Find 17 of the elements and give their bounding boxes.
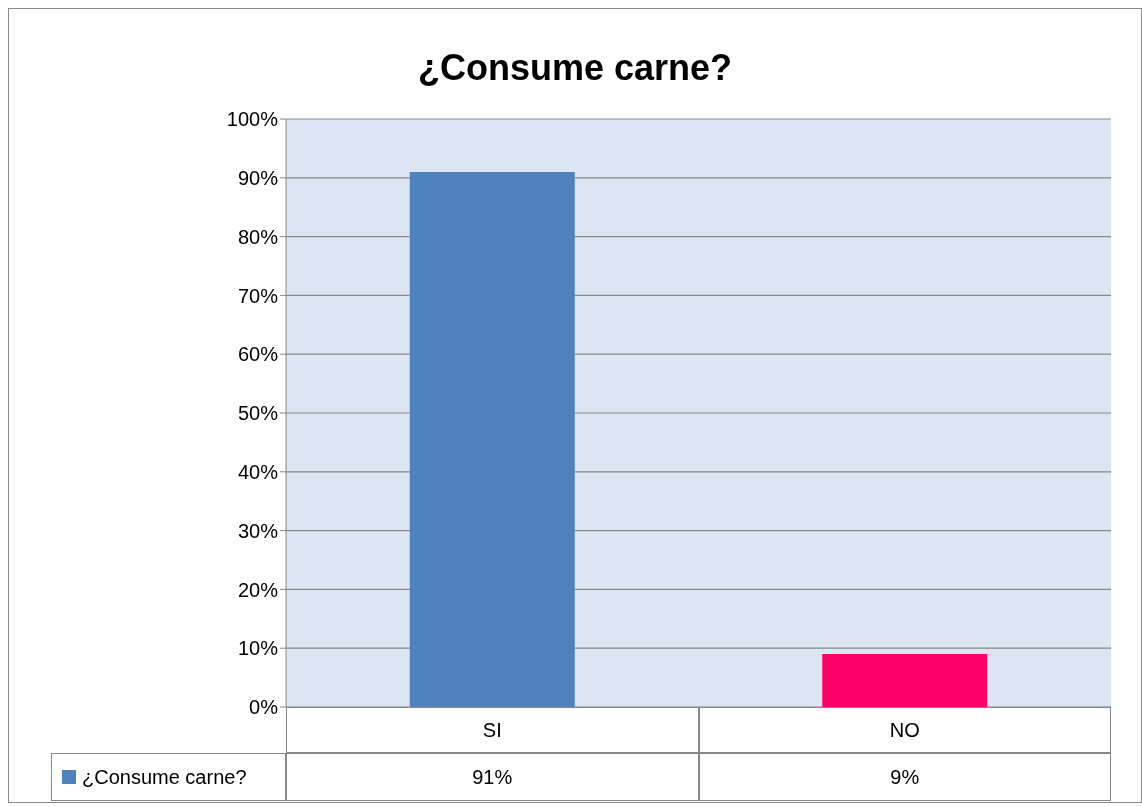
y-tick-label: 70%: [237, 284, 279, 307]
y-tick-label: 50%: [237, 402, 279, 425]
y-tick-label: 30%: [237, 519, 279, 542]
y-tick-label: 40%: [237, 460, 279, 483]
legend-label: ¿Consume carne?: [51, 753, 286, 801]
y-tick-label: 0%: [249, 696, 279, 719]
y-tick-label: 100%: [226, 108, 279, 131]
x-tick-label: SI: [286, 707, 699, 753]
chart-title: ¿Consume carne?: [416, 47, 734, 89]
y-tick-label: 80%: [237, 225, 279, 248]
y-tick-label: 90%: [237, 166, 279, 189]
y-tick-label: 20%: [237, 578, 279, 601]
data-label: 9%: [698, 753, 1111, 801]
y-tick-label: 60%: [237, 343, 279, 366]
y-tick-label: 10%: [237, 637, 279, 660]
x-tick-label: NO: [698, 707, 1111, 753]
data-label: 91%: [286, 753, 699, 801]
